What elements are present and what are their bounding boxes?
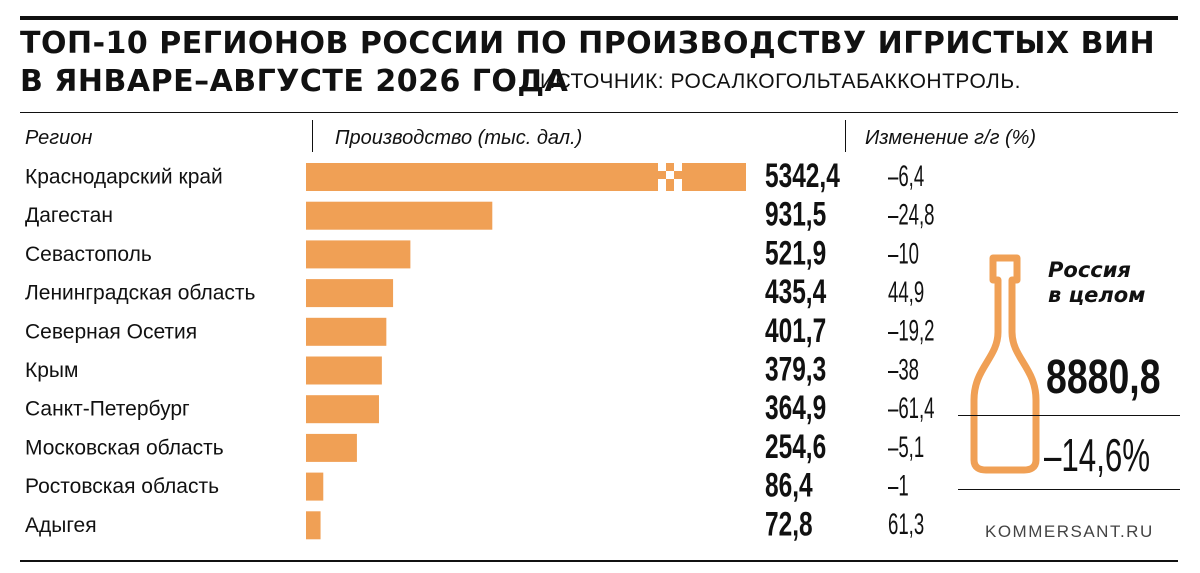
change-value-label: –61,4	[888, 392, 935, 426]
total-label-line1: Россия	[1048, 258, 1131, 282]
production-value-label: 521,9	[765, 235, 826, 273]
production-bar	[306, 433, 357, 462]
region-label: Дагестан	[25, 204, 113, 227]
change-value-label: –1	[888, 469, 909, 503]
column-header-region: Регион	[25, 127, 93, 149]
total-change-value: –14,6%	[1044, 429, 1151, 481]
region-label: Ленинградская область	[25, 282, 256, 305]
change-value-label: –19,2	[888, 314, 935, 348]
production-bar	[306, 395, 379, 424]
production-value-label: 931,5	[765, 196, 826, 234]
production-value-label: 401,7	[765, 312, 826, 350]
region-label: Крым	[25, 359, 78, 382]
total-rule-upper	[958, 415, 1180, 416]
axis-break-mark	[658, 163, 666, 171]
change-value-label: –38	[888, 353, 919, 387]
production-value-label: 86,4	[765, 467, 813, 505]
axis-break-mark	[674, 163, 682, 171]
production-bar	[306, 472, 324, 501]
column-header-change: Изменение г/г (%)	[865, 127, 1037, 149]
bottom-rule	[20, 560, 1178, 562]
region-label: Адыгея	[25, 514, 97, 537]
total-production-value: 8880,8	[1046, 351, 1161, 404]
region-label: Ростовская область	[25, 475, 219, 498]
source-note: ИСТОЧНИК: РОСАЛКОГОЛЬТАБАККОНТРОЛЬ.	[540, 70, 1021, 93]
total-label-line2: в целом	[1048, 283, 1146, 307]
production-bar	[306, 201, 493, 230]
production-value-label: 364,9	[765, 389, 826, 427]
header-rule	[20, 112, 1178, 113]
production-bar	[306, 511, 321, 540]
region-label: Московская область	[25, 436, 224, 459]
change-value-label: –6,4	[888, 159, 924, 193]
production-value-label: 72,8	[765, 505, 813, 543]
region-label: Краснодарский край	[25, 166, 223, 189]
region-label: Северная Осетия	[25, 320, 197, 343]
change-value-label: –5,1	[888, 430, 924, 464]
total-rule-lower	[958, 489, 1180, 490]
production-value-label: 379,3	[765, 351, 826, 389]
chart-subtitle: В ЯНВАРЕ–АВГУСТЕ 2026 ГОДА	[20, 64, 569, 99]
change-value-label: –24,8	[888, 198, 935, 232]
axis-break-mark	[674, 179, 682, 191]
region-label: Севастополь	[25, 243, 152, 266]
production-bar	[306, 240, 411, 269]
column-header-production: Производство (тыс. дал.)	[335, 127, 583, 149]
production-value-label: 254,6	[765, 428, 826, 466]
chart-title: ТОП-10 РЕГИОНОВ РОССИИ ПО ПРОИЗВОДСТВУ И…	[20, 26, 1156, 61]
column-divider-2	[845, 120, 846, 152]
site-credit: KOMMERSANT.RU	[985, 522, 1154, 541]
production-value-label: 5342,4	[765, 157, 840, 195]
axis-break-mark	[658, 179, 666, 191]
change-value-label: –10	[888, 237, 919, 271]
change-value-label: 61,3	[888, 508, 924, 542]
production-value-label: 435,4	[765, 273, 827, 311]
production-bar	[306, 317, 387, 346]
champagne-bottle-icon	[970, 254, 1040, 474]
production-bar	[306, 279, 394, 308]
change-value-label: 44,9	[888, 276, 924, 310]
region-label: Санкт-Петербург	[25, 398, 190, 421]
column-divider-1	[312, 120, 313, 152]
top-rule	[20, 16, 1178, 20]
axis-break-mark	[666, 171, 674, 179]
production-bar	[306, 356, 382, 385]
